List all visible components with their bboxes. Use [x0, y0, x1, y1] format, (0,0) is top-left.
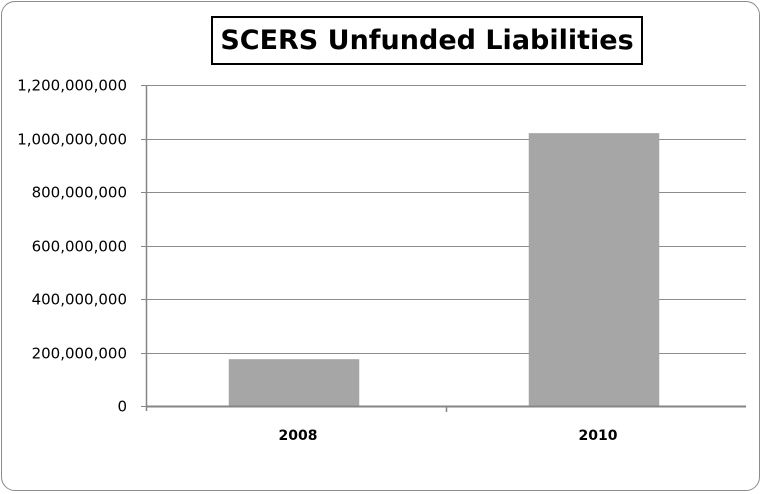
y-tick-label: 1,200,000,000 — [17, 77, 127, 95]
axis-labels: 0 200,000,000 400,000,000 600,000,000 800,00… — [17, 77, 617, 445]
bar-2008 — [228, 359, 360, 406]
y-tick-label: 200,000,000 — [32, 345, 127, 363]
bars — [228, 133, 660, 406]
bar-2010 — [528, 133, 660, 406]
x-tick-label: 2008 — [279, 428, 318, 444]
x-tick-label: 2010 — [579, 428, 618, 444]
y-tick-label: 1,000,000,000 — [17, 131, 127, 149]
y-tick-label: 800,000,000 — [32, 184, 127, 202]
axes — [141, 85, 746, 412]
y-tick-label: 0 — [117, 398, 127, 416]
y-tick-label: 600,000,000 — [32, 238, 127, 256]
chart-title: SCERS Unfunded Liabilities — [211, 16, 643, 65]
y-tick-label: 400,000,000 — [32, 291, 127, 309]
